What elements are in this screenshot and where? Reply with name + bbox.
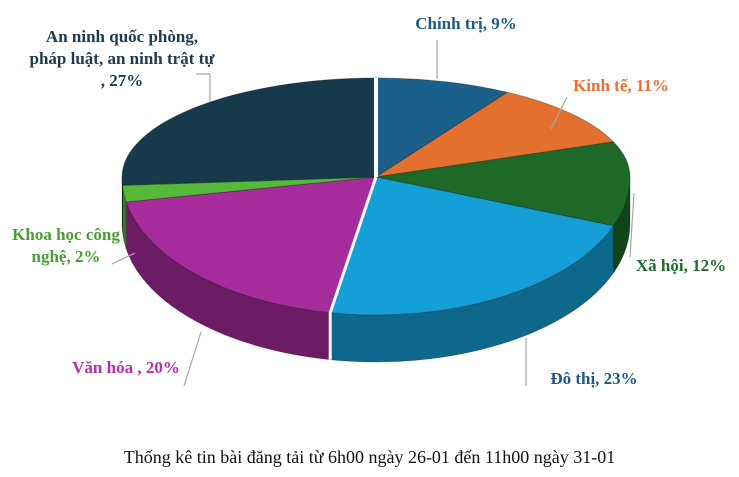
slice-separator-bottom xyxy=(328,176,378,360)
leader-line-5 xyxy=(111,252,136,265)
slice-label-khoa-hoc-cong-nghe: Khoa học công nghệ, 2% xyxy=(12,225,120,266)
slice-label-chinh-tri: Chính trị, 9% xyxy=(415,14,517,33)
chart-caption: Thống kê tin bài đăng tải từ 6h00 ngày 2… xyxy=(123,447,616,467)
slice-label-van-hoa: Văn hóa , 20% xyxy=(72,358,180,377)
pie-slice-3 xyxy=(329,176,614,316)
slice-label-xa-hoi: Xã hội, 12% xyxy=(635,256,727,275)
slice-label-do-thi: Đô thị, 23% xyxy=(550,369,638,388)
pie-slice-5 xyxy=(122,176,377,203)
pie-slice-0 xyxy=(375,77,508,178)
pie-slice-4 xyxy=(125,176,377,314)
slice-label-an-ninh: An ninh quốc phòng, pháp luật, an ninh t… xyxy=(29,27,215,90)
slice-label-kinh-te: Kinh tế, 11% xyxy=(573,76,669,95)
pie-slice-1 xyxy=(375,91,614,178)
pie-slice-6 xyxy=(121,77,377,186)
pie-slice-2 xyxy=(375,141,631,227)
leader-line-4 xyxy=(183,331,202,387)
leader-line-2 xyxy=(629,192,635,258)
leader-line-6 xyxy=(196,73,211,102)
leader-line-1 xyxy=(550,96,568,130)
